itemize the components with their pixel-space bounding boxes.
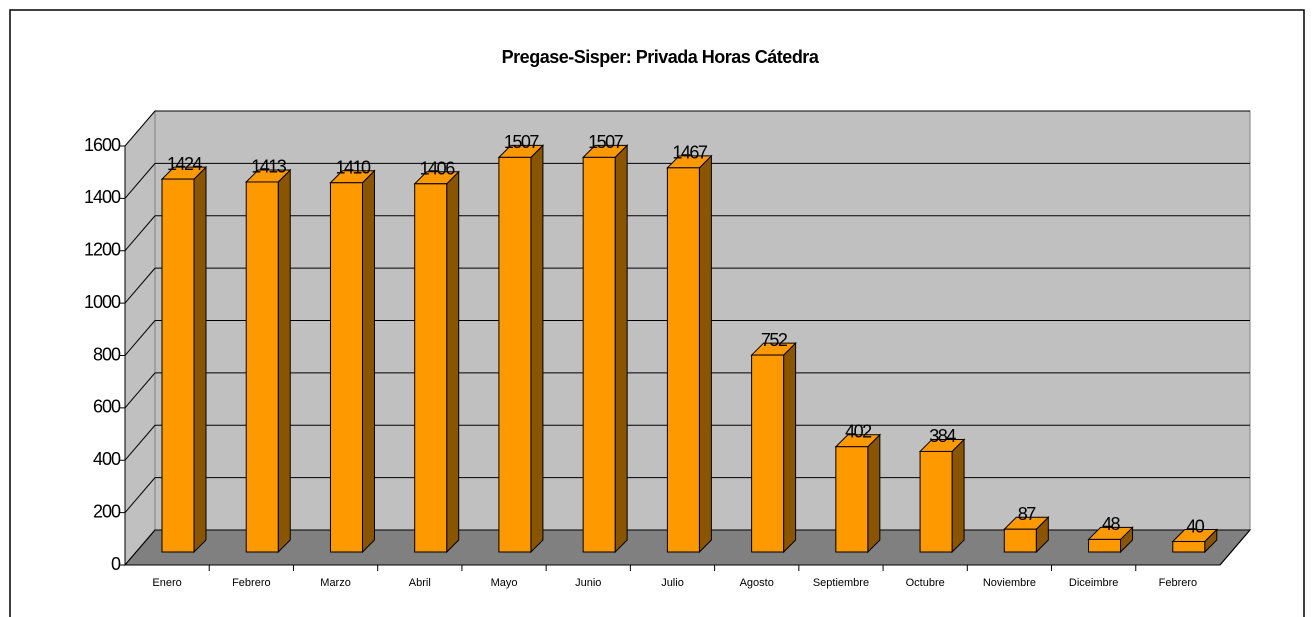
x-tick-label: Mayo bbox=[491, 577, 518, 589]
y-tick-label: 1600 bbox=[84, 135, 121, 155]
x-tick-label: Septiembre bbox=[813, 577, 869, 589]
data-label: 1410 bbox=[335, 158, 371, 178]
y-tick-label: 1400 bbox=[84, 187, 121, 207]
data-label: 1424 bbox=[167, 154, 203, 174]
bar-side bbox=[783, 341, 797, 554]
data-label: 87 bbox=[1018, 504, 1037, 524]
x-tick-label: Octubre bbox=[906, 577, 945, 589]
data-label: 1507 bbox=[504, 132, 540, 152]
y-tick-label: 1200 bbox=[84, 240, 121, 260]
data-label: 1413 bbox=[251, 157, 287, 177]
x-tick-label: Marzo bbox=[320, 577, 351, 589]
data-label: 384 bbox=[929, 426, 956, 446]
grid-line bbox=[124, 424, 156, 461]
grid-line bbox=[124, 215, 156, 252]
data-label: 752 bbox=[761, 330, 788, 350]
x-tick-label: Diceimbre bbox=[1069, 577, 1119, 589]
x-tick-label: Enero bbox=[152, 577, 181, 589]
bar bbox=[414, 183, 448, 553]
x-tick-label: Junio bbox=[575, 577, 601, 589]
bar-side bbox=[698, 154, 712, 554]
grid-line bbox=[124, 477, 156, 513]
grid-line bbox=[124, 320, 156, 356]
bar bbox=[329, 182, 363, 553]
bar-side bbox=[193, 165, 207, 554]
data-label: 1406 bbox=[420, 159, 456, 179]
bar bbox=[1172, 541, 1206, 553]
bar bbox=[666, 167, 700, 553]
data-label: 40 bbox=[1186, 516, 1205, 536]
bar-side bbox=[867, 433, 881, 554]
grid-line bbox=[124, 267, 156, 304]
grid-line bbox=[124, 110, 156, 147]
y-tick-label: 200 bbox=[93, 501, 121, 521]
bar-side bbox=[446, 170, 460, 554]
grid-line bbox=[124, 163, 156, 199]
bar bbox=[835, 446, 869, 553]
x-tick-label: Noviembre bbox=[983, 577, 1036, 589]
y-tick-label: 1000 bbox=[84, 292, 121, 312]
data-label: 48 bbox=[1102, 514, 1121, 534]
data-label: 402 bbox=[845, 421, 872, 441]
y-tick-label: 0 bbox=[111, 554, 121, 574]
data-label: 1467 bbox=[672, 143, 708, 163]
y-tick-label: 800 bbox=[93, 344, 121, 364]
bar bbox=[1088, 538, 1122, 553]
bar-side bbox=[361, 169, 375, 554]
bar-side bbox=[614, 144, 628, 554]
y-tick-label: 400 bbox=[93, 449, 121, 469]
x-tick-label: Febrero bbox=[232, 577, 271, 589]
bar-side bbox=[277, 168, 291, 554]
grid-line bbox=[124, 372, 156, 409]
bar-side bbox=[530, 144, 544, 554]
bar-side bbox=[951, 438, 965, 554]
data-label: 1507 bbox=[588, 132, 624, 152]
y-tick-label: 600 bbox=[93, 397, 121, 417]
x-tick-label: Agosto bbox=[740, 577, 774, 589]
bar bbox=[1003, 528, 1037, 553]
bar bbox=[245, 181, 279, 553]
bar bbox=[919, 450, 953, 553]
x-axis-depth bbox=[1219, 529, 1251, 566]
bar bbox=[582, 156, 616, 553]
x-tick-label: Abril bbox=[409, 577, 431, 589]
chart-frame bbox=[9, 9, 1305, 617]
chart-title: Pregase-Sisper: Privada Horas Cátedra bbox=[502, 47, 820, 67]
bar bbox=[498, 156, 532, 553]
x-tick-label: Febrero bbox=[1159, 577, 1198, 589]
bar bbox=[751, 354, 785, 553]
grid-line bbox=[124, 529, 156, 566]
bar bbox=[161, 178, 195, 553]
x-tick-label: Julio bbox=[661, 577, 684, 589]
